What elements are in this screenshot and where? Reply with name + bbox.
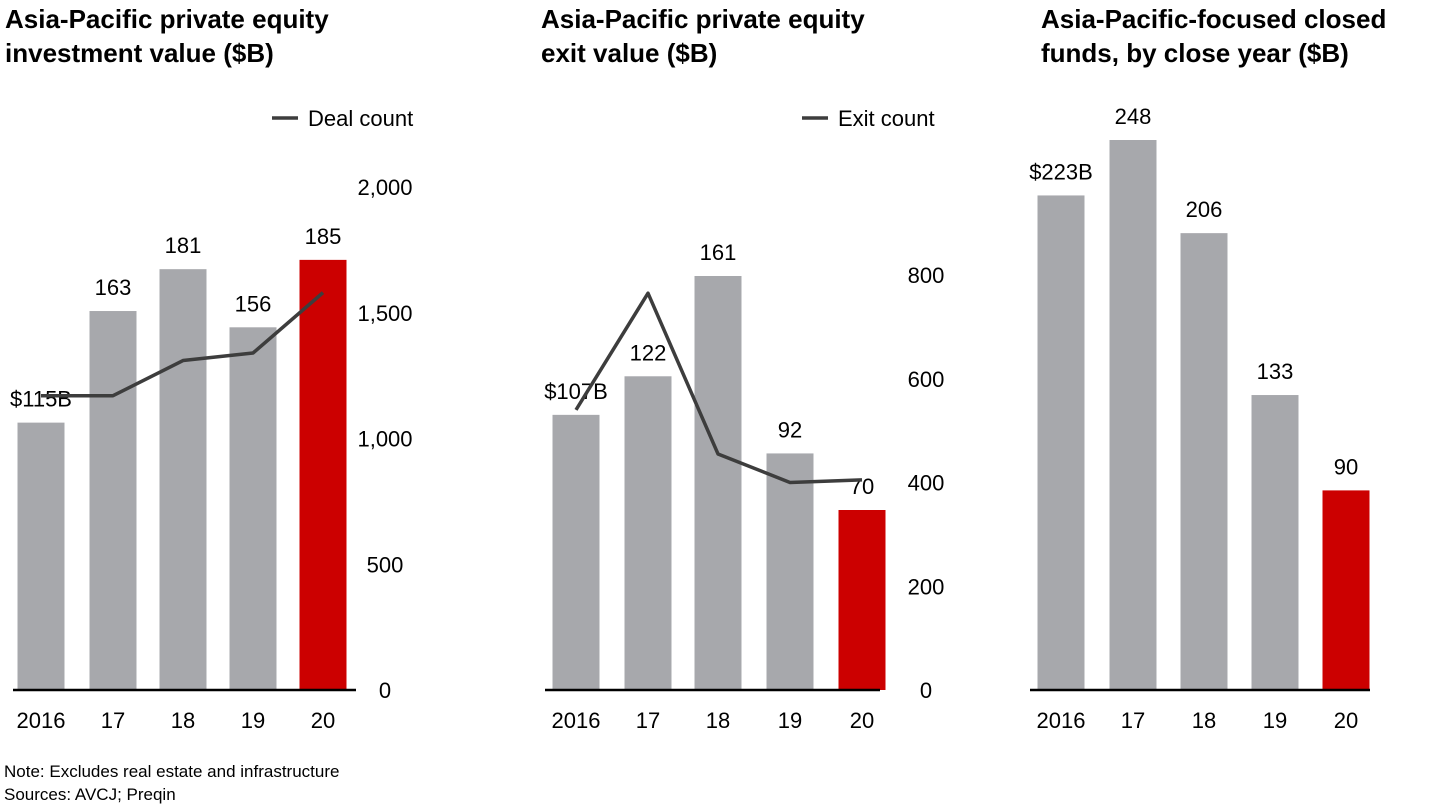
- chart-3-data-label: $223B: [1029, 159, 1093, 184]
- chart-1-x-tick-label: 20: [311, 708, 335, 733]
- chart-2-x-tick-label: 19: [778, 708, 802, 733]
- chart-3-title: Asia-Pacific-focused closed funds, by cl…: [1041, 4, 1387, 68]
- chart-3-data-label: 133: [1257, 359, 1294, 384]
- chart-2-x-tick-label: 2016: [552, 708, 601, 733]
- chart-2-x-tick-label: 17: [636, 708, 660, 733]
- chart-1-legend-label: Deal count: [308, 106, 413, 131]
- chart-2-data-label: 92: [778, 417, 802, 442]
- chart-1-right-axis-tick: 1,000: [357, 427, 412, 452]
- chart-3-bar-20: [1322, 490, 1370, 690]
- chart-3-bar-19: [1251, 395, 1299, 690]
- chart-1-data-label: 185: [305, 224, 342, 249]
- chart-3-data-label: 206: [1186, 197, 1223, 222]
- chart-2-legend-label: Exit count: [838, 106, 935, 131]
- chart-1-data-label: 181: [165, 233, 202, 258]
- chart-2-bar-20: [838, 510, 886, 690]
- chart-2-data-label: 122: [630, 340, 667, 365]
- chart-3-data-label: 90: [1334, 454, 1358, 479]
- chart-1-data-label: $115B: [10, 387, 72, 412]
- chart-2-bar-2016: [552, 414, 600, 690]
- chart-1-right-axis-tick: 2,000: [357, 175, 412, 200]
- note-text: Note: Excludes real estate and infrastru…: [4, 762, 340, 781]
- chart-3-x-tick-label: 18: [1192, 708, 1216, 733]
- chart-2-data-label: 161: [700, 240, 737, 265]
- chart-2-right-axis-tick: 800: [908, 263, 945, 288]
- chart-1-x-tick-label: 18: [171, 708, 195, 733]
- chart-1-x-tick-label: 19: [241, 708, 265, 733]
- chart-1-right-axis-tick: 1,500: [357, 301, 412, 326]
- chart-2-x-tick-label: 18: [706, 708, 730, 733]
- chart-3-bar-18: [1180, 233, 1228, 691]
- chart-1-x-tick-label: 2016: [17, 708, 66, 733]
- chart-2-right-axis-tick: 0: [920, 678, 932, 703]
- chart-2-right-axis-tick: 200: [908, 574, 945, 599]
- chart-1-data-label: 156: [235, 291, 272, 316]
- chart-2-bar-17: [624, 376, 672, 690]
- sources-text: Sources: AVCJ; Preqin: [4, 785, 176, 804]
- chart-1-bar-19: [229, 327, 277, 690]
- chart-2-right-axis-tick: 600: [908, 367, 945, 392]
- chart-1-data-label: 163: [95, 275, 132, 300]
- chart-2-bar-18: [694, 276, 742, 690]
- chart-3-data-label: 248: [1115, 104, 1152, 129]
- chart-3-x-tick-label: 2016: [1037, 708, 1086, 733]
- chart-3-bar-2016: [1037, 195, 1085, 690]
- chart-1-right-axis-tick: 500: [367, 552, 404, 577]
- chart-3-x-tick-label: 19: [1263, 708, 1287, 733]
- chart-2-title: Asia-Pacific private equity exit value (…: [541, 4, 865, 68]
- chart-3-bar-17: [1109, 140, 1157, 690]
- chart-1-bar-17: [89, 311, 137, 690]
- chart-1-x-tick-label: 17: [101, 708, 125, 733]
- chart-1-title: Asia-Pacific private equity investment v…: [5, 4, 329, 68]
- chart-3-x-tick-label: 20: [1334, 708, 1358, 733]
- chart-3-x-tick-label: 17: [1121, 708, 1145, 733]
- chart-2-data-label: $107B: [544, 379, 608, 404]
- chart-1-bar-20: [299, 259, 347, 690]
- chart-2-x-tick-label: 20: [850, 708, 874, 733]
- chart-2-data-label: 70: [850, 474, 874, 499]
- chart-2-right-axis-tick: 400: [908, 471, 945, 496]
- chart-1-bar-2016: [17, 422, 65, 690]
- chart-1-bar-18: [159, 269, 207, 690]
- chart-2-bar-19: [766, 453, 814, 690]
- chart-1-right-axis-tick: 0: [379, 678, 391, 703]
